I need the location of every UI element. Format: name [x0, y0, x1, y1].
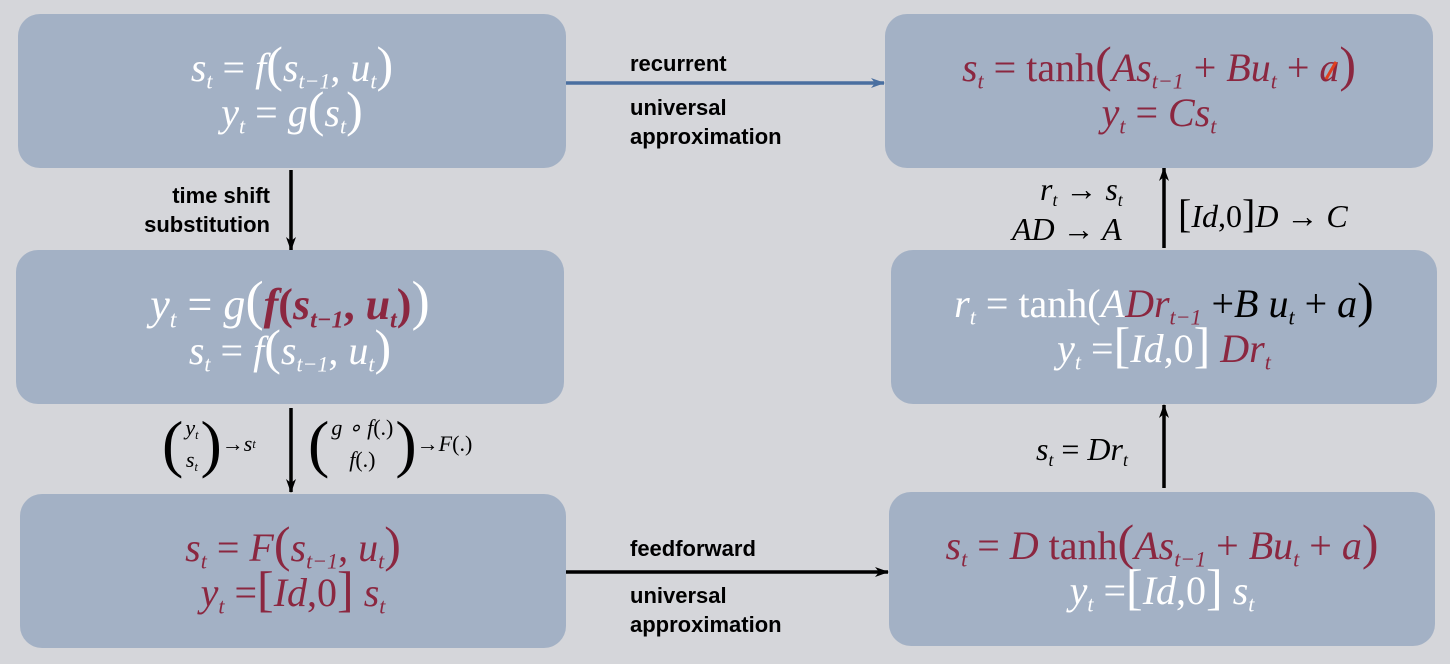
box-substituted: yt = g(f(st−1, ut)) st = f(st−1, ut) — [16, 250, 564, 404]
box-feedforward-net: st = D tanh(Ast−1 + But + a) yt =[Id,0] … — [889, 492, 1435, 646]
label-vector-right: ( g ∘ f(.) f(.) ) → F (.) — [308, 408, 473, 479]
eq-state-transition-2: st = f(st−1, ut) — [188, 319, 392, 377]
eq-output-substituted: yt = g(f(st−1, ut)) — [150, 269, 430, 334]
eq-extended-transition: st = F(st−1, ut) — [185, 516, 401, 574]
label-rt-to-st: rt → st — [1040, 171, 1123, 211]
label-feedforward: feedforward — [630, 536, 756, 561]
eq-feedforward-output: yt =[Id,0] st — [1069, 559, 1255, 617]
eq-recurrent-output: yt = Cst — [1101, 90, 1217, 139]
eq-transformed-output: yt =[Id,0] Drt — [1057, 317, 1271, 375]
eq-extended-output: yt =[Id,0] st — [200, 561, 386, 619]
eq-recurrent-transition: st = tanh(Ast−1 + But + a) — [961, 36, 1357, 94]
eq-feedforward-transition: st = D tanh(Ast−1 + But + a) — [945, 514, 1379, 572]
struck-bias: a — [1319, 45, 1340, 91]
label-time-shift: time shift substitution — [144, 183, 270, 237]
label-recurrent: recurrent — [630, 51, 727, 76]
eq-state-transition: st = f(st−1, ut) — [190, 36, 394, 94]
label-universal-approx-top: universal approximation — [630, 95, 782, 149]
eq-output: yt = g(st) — [221, 81, 363, 139]
label-universal-approx-bottom: universal approximation — [630, 583, 782, 637]
label-st-dr: st = Drt — [1036, 431, 1128, 471]
box-transformed-net: rt = tanh(ADrt−1 +B ut + a) yt =[Id,0] D… — [891, 250, 1437, 404]
box-general-state-space: st = f(st−1, ut) yt = g(st) — [18, 14, 566, 168]
eq-transformed-transition: rt = tanh(ADrt−1 +B ut + a) — [954, 272, 1374, 330]
box-recurrent-net: st = tanh(Ast−1 + But + a) yt = Cst — [885, 14, 1433, 168]
label-idd-to-c: [Id,0]D → C — [1178, 191, 1348, 236]
label-ad-to-a: AD → A — [1012, 211, 1122, 247]
box-extended-state: st = F(st−1, ut) yt =[Id,0] st — [20, 494, 566, 648]
